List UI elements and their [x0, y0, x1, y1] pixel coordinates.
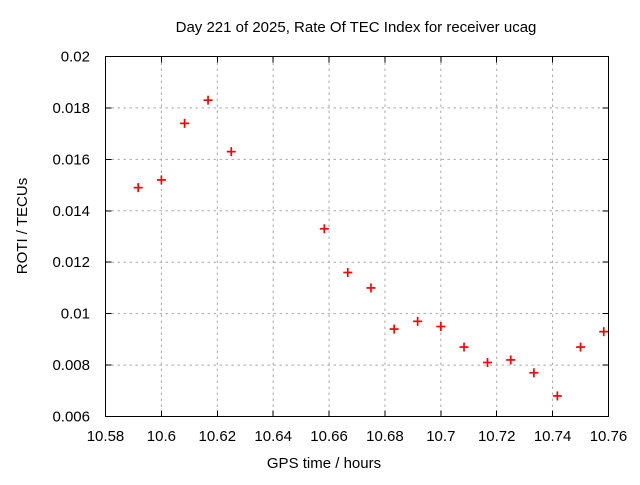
data-point-marker	[576, 342, 586, 352]
data-point-marker	[436, 322, 446, 331]
y-tick-label: 0.016	[52, 151, 90, 168]
x-tick-label: 10.6	[147, 428, 176, 445]
grid-lines	[105, 56, 609, 417]
data-point-marker	[133, 183, 143, 193]
data-point-marker	[413, 316, 423, 326]
y-tick-label: 0.01	[61, 306, 90, 323]
x-tick-label: 10.74	[534, 428, 572, 445]
y-tick-label: 0.014	[52, 203, 90, 220]
y-tick-label: 0.018	[52, 100, 90, 117]
x-tick-label: 10.64	[254, 428, 292, 445]
x-tick-label: 10.68	[366, 428, 404, 445]
x-tick-label: 10.72	[478, 428, 516, 445]
data-point-marker	[343, 268, 353, 277]
data-point-marker	[226, 147, 236, 157]
y-tick-label: 0.008	[52, 357, 90, 374]
data-point-marker	[203, 95, 213, 105]
x-tick-label: 10.7	[426, 428, 455, 445]
x-tick-label: 10.62	[199, 428, 237, 445]
y-axis-label: ROTI / TECUs	[14, 178, 31, 274]
y-tick-labels: 0.006 0.008 0.01 0.012 0.014 0.016 0.018 0.02	[52, 49, 90, 426]
data-point-marker	[483, 358, 493, 367]
data-point-marker	[599, 327, 609, 337]
x-tick-label: 10.58	[87, 428, 125, 445]
y-tick-label: 0.012	[52, 254, 90, 271]
data-point-marker	[180, 118, 190, 128]
data-point-marker	[366, 283, 376, 293]
data-point-marker	[156, 175, 166, 185]
data-point-marker	[529, 368, 539, 378]
data-points	[133, 95, 609, 401]
data-point-marker	[552, 391, 562, 401]
y-tick-label: 0.006	[52, 409, 90, 426]
plot-border	[105, 56, 609, 417]
chart-title: Day 221 of 2025, Rate Of TEC Index for r…	[176, 19, 537, 36]
data-point-marker	[506, 355, 516, 365]
y-tick-label: 0.02	[61, 49, 90, 66]
x-axis-label: GPS time / hours	[267, 455, 381, 472]
x-tick-labels: 10.58 10.6 10.62 10.64 10.66 10.68 10.7 10.72 10…	[87, 428, 628, 445]
data-point-marker	[459, 342, 469, 352]
tick-marks	[105, 56, 609, 417]
x-tick-label: 10.76	[590, 428, 628, 445]
x-tick-label: 10.66	[310, 428, 348, 445]
data-point-marker	[389, 324, 399, 334]
data-point-marker	[319, 224, 329, 234]
